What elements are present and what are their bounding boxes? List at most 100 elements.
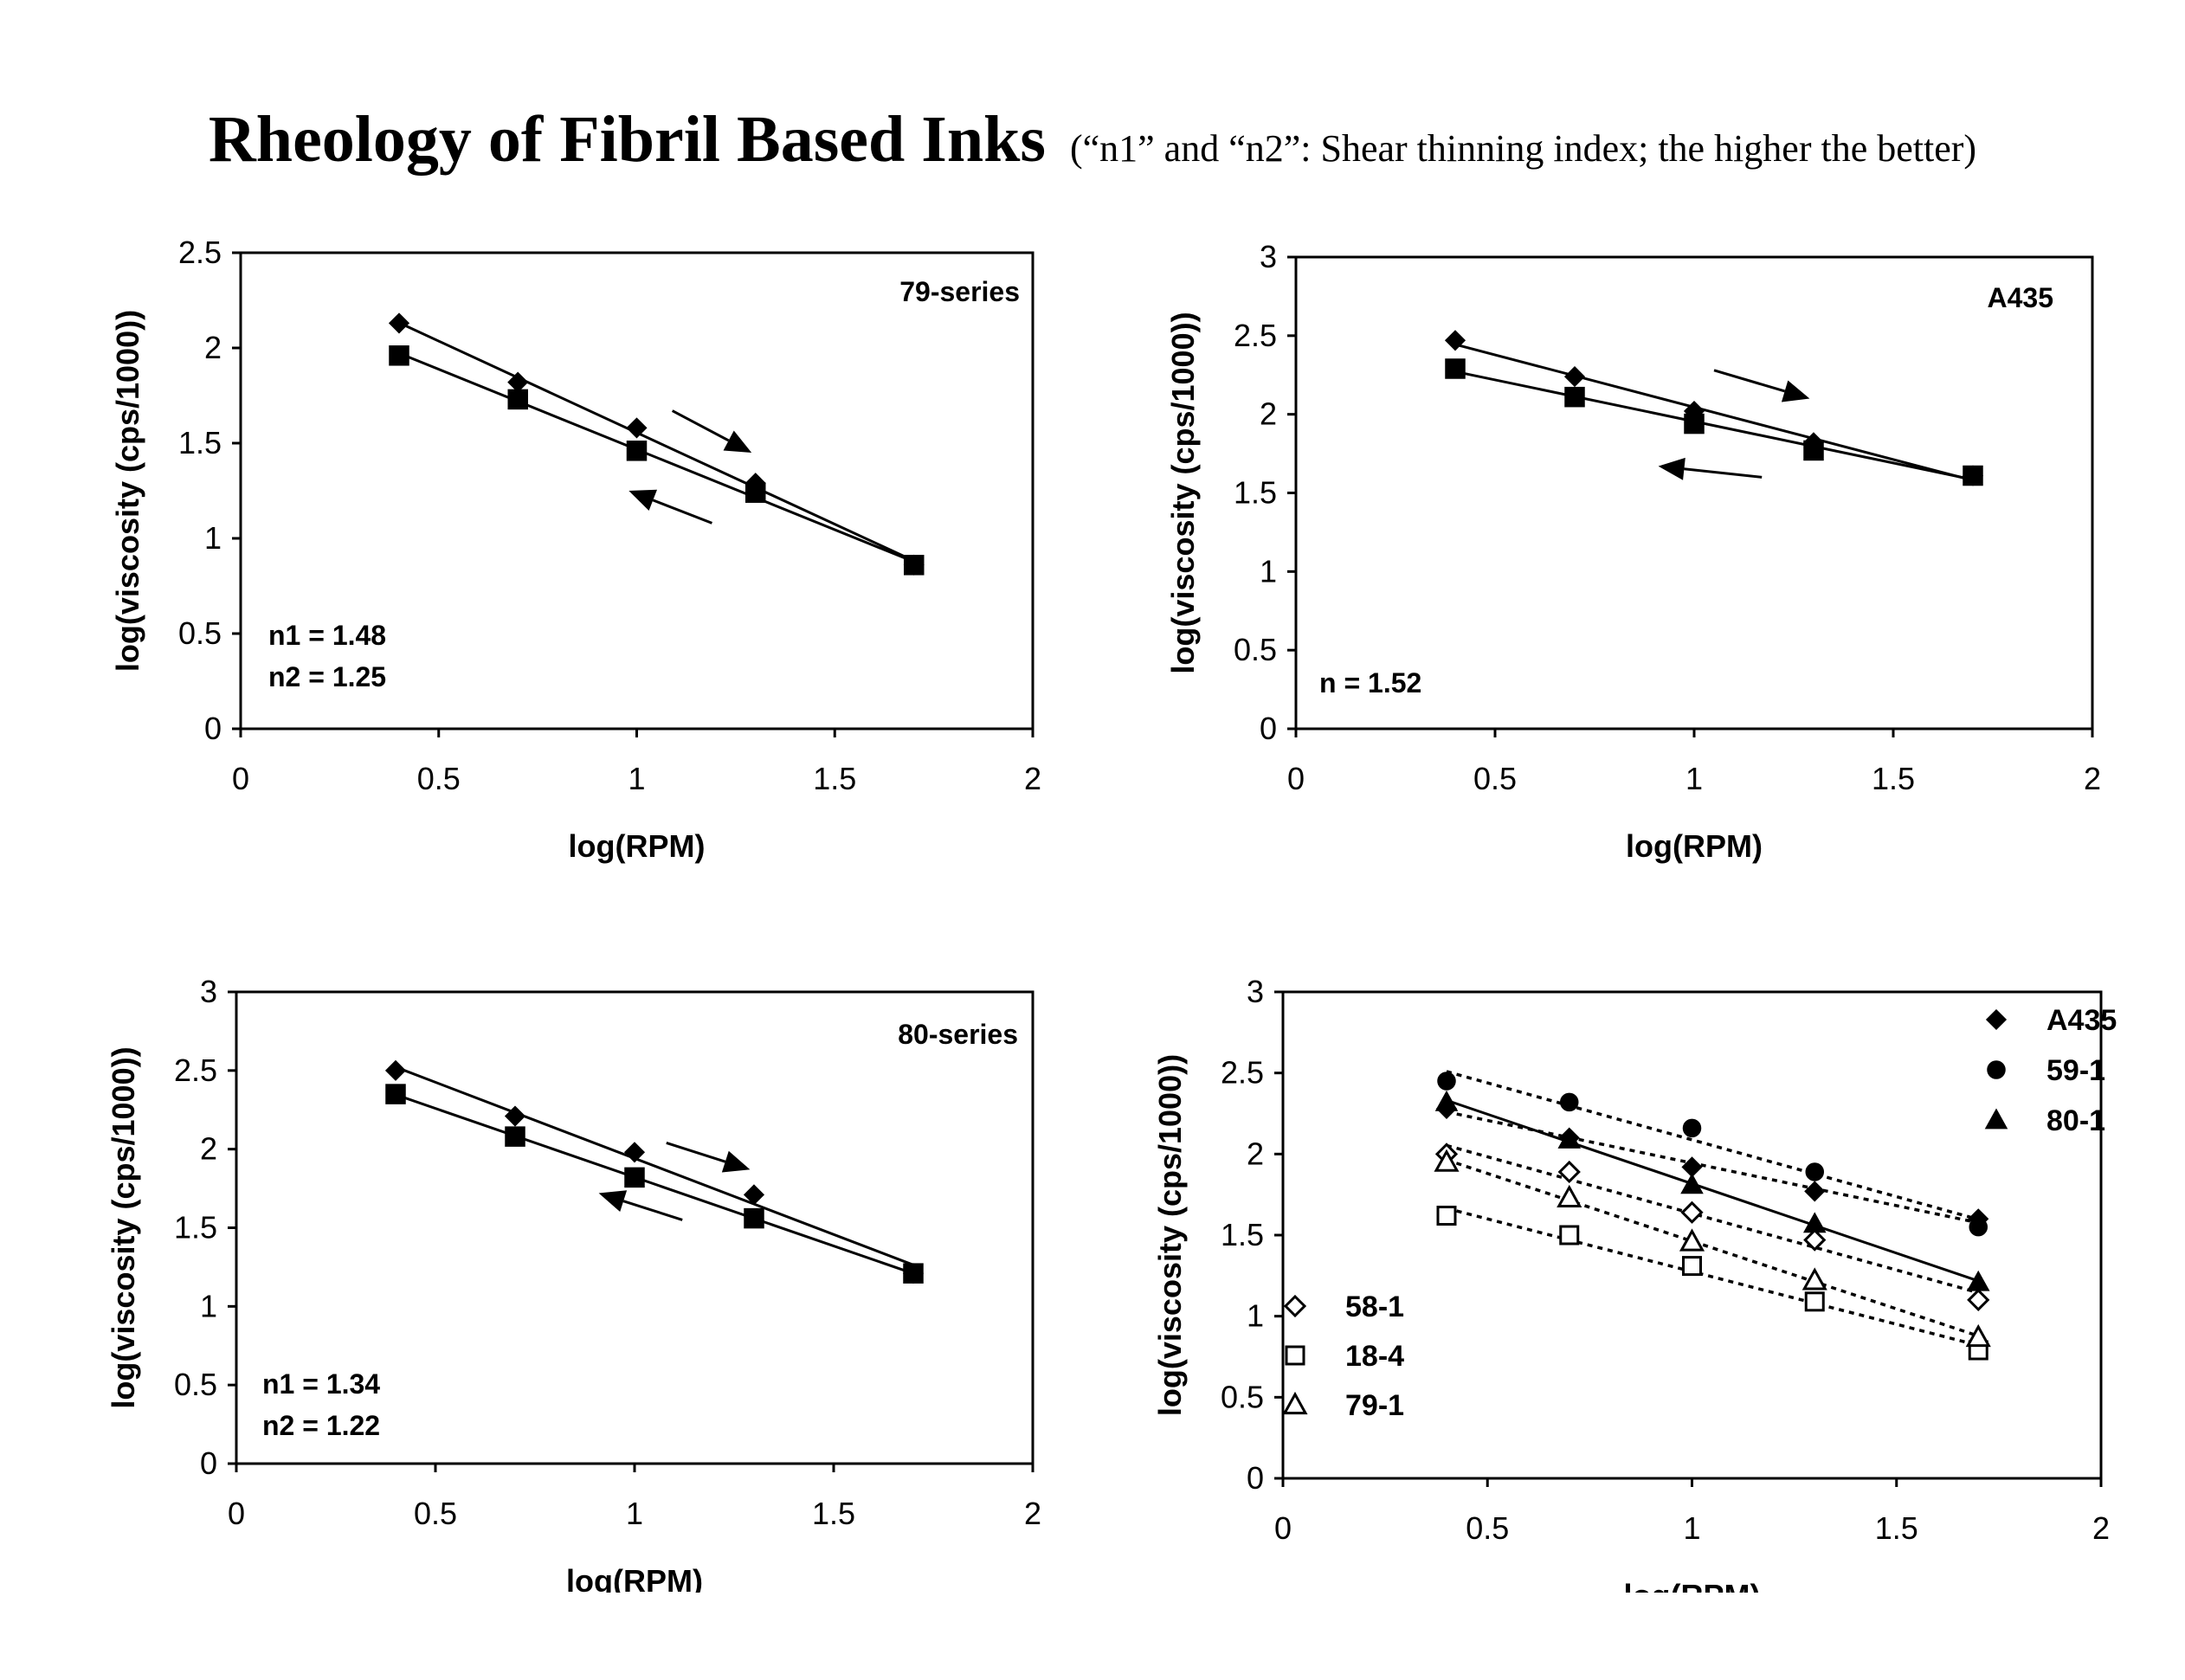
x-tick-label: 0	[232, 761, 249, 796]
data-point	[1438, 1207, 1455, 1225]
direction-arrow-shaft	[623, 1201, 682, 1220]
direction-arrow-head	[724, 430, 752, 453]
y-tick-label: 2.5	[178, 235, 222, 270]
direction-arrow-shaft	[1684, 469, 1762, 478]
data-point	[386, 1085, 405, 1104]
series-line	[1447, 1160, 1978, 1336]
plot-area-frame	[1296, 257, 2092, 729]
x-tick-label: 1	[1683, 1510, 1700, 1546]
y-axis-label: log(viscosity (cps/1000))	[110, 310, 145, 672]
legend-label: 79-1	[1345, 1389, 1404, 1422]
data-point	[390, 313, 409, 332]
x-tick-label: 1	[628, 761, 645, 796]
legend-marker	[1286, 1347, 1304, 1364]
y-tick-label: 1.5	[174, 1210, 217, 1246]
page-subtitle: (“n1” and “n2”: Shear thinning index; th…	[1070, 127, 1976, 170]
y-tick-label: 0	[200, 1445, 217, 1481]
data-point	[1968, 1327, 1988, 1346]
data-point	[1565, 367, 1584, 386]
y-tick-label: 2.5	[1234, 318, 1277, 353]
legend-label: 18-4	[1345, 1340, 1404, 1373]
data-point	[1683, 1203, 1702, 1222]
data-point	[1682, 1175, 1703, 1194]
series-line	[1447, 1208, 1978, 1345]
legend-marker	[1987, 1010, 2006, 1029]
y-tick-label: 1.5	[178, 425, 222, 460]
data-point	[1969, 1219, 1987, 1236]
y-tick-label: 1	[1247, 1298, 1264, 1334]
data-point	[506, 1127, 525, 1146]
data-point	[904, 1264, 923, 1283]
y-axis-label: log(viscosity (cps/1000))	[1165, 312, 1201, 673]
y-tick-label: 1	[200, 1288, 217, 1323]
data-point	[1438, 1072, 1455, 1090]
x-tick-label: 0	[1274, 1510, 1292, 1546]
direction-arrow-shaft	[667, 1143, 725, 1162]
direction-arrow-shaft	[1714, 370, 1785, 391]
x-axis-label: log(RPM)	[569, 828, 706, 864]
x-axis-label: log(RPM)	[566, 1563, 703, 1593]
direction-arrow-shaft	[653, 500, 712, 524]
x-tick-label: 0.5	[417, 761, 461, 796]
legend-marker	[1286, 1297, 1305, 1316]
title-row: Rheology of Fibril Based Inks(“n1” and “…	[0, 102, 2185, 177]
y-tick-label: 0.5	[178, 615, 222, 651]
x-tick-label: 0.5	[1473, 761, 1517, 796]
y-tick-label: 0.5	[1234, 632, 1277, 667]
series-line	[1447, 1100, 1978, 1281]
data-point	[1560, 1162, 1579, 1181]
y-tick-label: 1.5	[1221, 1217, 1264, 1252]
shear-index-annotation: n2 = 1.25	[268, 661, 386, 692]
data-point	[1968, 1271, 1988, 1291]
chart-comparison: 00.511.522.5300.511.52log(RPM)log(viscos…	[1094, 952, 2185, 1593]
data-point	[1804, 1270, 1825, 1289]
x-tick-label: 1	[626, 1496, 643, 1531]
y-tick-label: 0.5	[1221, 1379, 1264, 1414]
direction-arrow-head	[722, 1151, 751, 1173]
data-point	[1436, 1091, 1457, 1110]
data-point	[744, 1209, 764, 1228]
data-point	[508, 389, 527, 409]
direction-arrow-shaft	[673, 411, 729, 441]
legend-marker	[1285, 1394, 1305, 1413]
y-tick-label: 3	[1260, 239, 1277, 274]
data-point	[1565, 388, 1584, 407]
series-line	[396, 1095, 913, 1274]
x-axis-label: log(RPM)	[1624, 1578, 1761, 1593]
data-point	[1561, 1093, 1578, 1110]
data-point	[1446, 359, 1465, 378]
direction-arrow-head	[1782, 381, 1809, 402]
chart-80-series: 00.511.522.5300.511.52log(RPM)log(viscos…	[0, 952, 1125, 1593]
y-tick-label: 3	[200, 974, 217, 1009]
y-tick-label: 0.5	[174, 1367, 217, 1402]
legend-marker	[1986, 1110, 2007, 1129]
shear-index-annotation: n2 = 1.22	[262, 1410, 380, 1441]
data-point	[746, 483, 765, 502]
series-line	[396, 1067, 913, 1265]
x-tick-label: 0	[228, 1496, 245, 1531]
x-tick-label: 2	[1024, 761, 1041, 796]
y-tick-label: 2	[1260, 396, 1277, 432]
y-tick-label: 2.5	[1221, 1055, 1264, 1091]
data-point	[1684, 1258, 1701, 1275]
data-point	[386, 1061, 405, 1080]
x-tick-label: 1.5	[1875, 1510, 1918, 1546]
series-line	[399, 353, 914, 562]
x-tick-label: 1.5	[813, 761, 856, 796]
direction-arrow-head	[628, 490, 657, 511]
x-tick-label: 0	[1287, 761, 1305, 796]
data-point	[1561, 1226, 1578, 1244]
direction-arrow-head	[1659, 458, 1685, 480]
y-tick-label: 2	[204, 330, 222, 365]
data-point	[1805, 1181, 1824, 1200]
direction-arrow-head	[599, 1190, 628, 1212]
y-tick-label: 2	[1247, 1136, 1264, 1171]
data-point	[1682, 1231, 1703, 1250]
data-point	[628, 441, 647, 460]
y-tick-label: 1.5	[1234, 475, 1277, 511]
y-tick-label: 2	[200, 1131, 217, 1167]
y-tick-label: 1	[1260, 553, 1277, 589]
series-line	[1455, 371, 1973, 480]
y-tick-label: 0	[204, 711, 222, 746]
x-tick-label: 2	[1024, 1496, 1041, 1531]
